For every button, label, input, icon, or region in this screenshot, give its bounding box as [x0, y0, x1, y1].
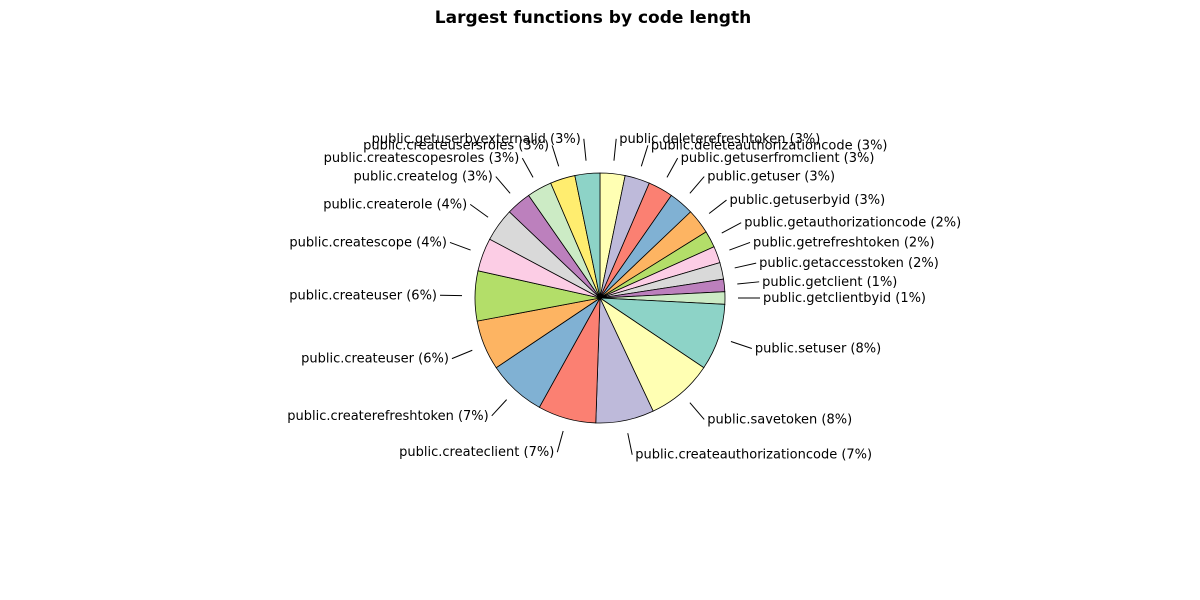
leader-line [491, 399, 507, 417]
slice-label: public.createscope (4%) [289, 235, 447, 250]
slice-label: public.getauthorizationcode (2%) [744, 216, 961, 231]
slice-label: public.createrefreshtoken (7%) [287, 409, 488, 424]
slice-label: public.getuserfromclient (3%) [681, 151, 875, 166]
slice-label: public.deleterefreshtoken (3%) [619, 132, 820, 147]
leader-lines [440, 138, 760, 455]
chart-title: Largest functions by code length [435, 8, 751, 28]
slice-label: public.getrefreshtoken (2%) [753, 235, 935, 250]
leader-line [551, 145, 560, 167]
slice-label: public.createclient (7%) [399, 445, 554, 460]
leader-line [495, 176, 511, 194]
leader-line [469, 203, 489, 218]
leader-line [521, 157, 534, 178]
leader-line [556, 430, 564, 453]
leader-line [737, 281, 760, 285]
leader-line [583, 138, 587, 161]
slice-label: public.getuserbyid (3%) [730, 193, 886, 208]
leader-line [627, 433, 633, 455]
leader-line [708, 199, 727, 214]
leader-line [640, 145, 649, 167]
slice-label: public.setuser (8%) [755, 341, 881, 356]
slice-label: public.createrole (4%) [323, 197, 467, 212]
slice-label: public.createauthorizationcode (7%) [635, 448, 872, 463]
leader-line [729, 241, 751, 251]
leader-line [689, 176, 705, 194]
slice-label: public.getclientbyid (1%) [763, 291, 926, 306]
leader-line [449, 241, 471, 251]
slice-label: public.getuser (3%) [707, 170, 835, 185]
leader-line [666, 157, 679, 178]
slice-label: public.deleteauthorizationcode (3%) [651, 138, 888, 153]
leader-line [451, 349, 473, 360]
slice-label: public.getuserbyexternalid (3%) [372, 132, 581, 147]
slice-label: public.getclient (1%) [762, 275, 897, 290]
leader-line [613, 138, 617, 161]
slice-labels: public.deleterefreshtoken (3%)public.del… [287, 132, 961, 463]
slice-label: public.savetoken (8%) [707, 412, 852, 427]
leader-line [689, 402, 705, 420]
pie-slice [574, 172, 601, 299]
leader-line [734, 262, 757, 269]
slice-label: public.getaccesstoken (2%) [759, 256, 939, 271]
slice-label: public.createscopesroles (3%) [324, 151, 520, 166]
pie-slices [474, 172, 726, 424]
slice-label: public.createuser (6%) [289, 288, 437, 303]
slice-label: public.createusersroles (3%) [363, 138, 549, 153]
leader-line [721, 222, 742, 234]
slice-label: public.createuser (6%) [301, 352, 449, 367]
slice-label: public.createlog (3%) [354, 170, 493, 185]
leader-line [730, 341, 752, 349]
